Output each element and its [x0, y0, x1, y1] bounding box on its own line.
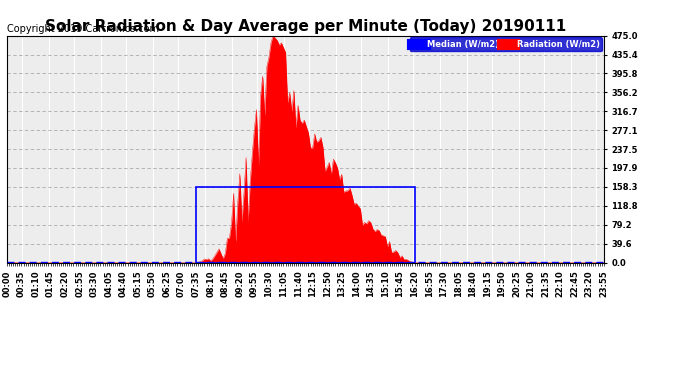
- Legend: Median (W/m2), Radiation (W/m2): Median (W/m2), Radiation (W/m2): [410, 37, 602, 51]
- Bar: [196, 187, 415, 262]
- Text: Copyright 2019 Cartronics.com: Copyright 2019 Cartronics.com: [7, 24, 159, 34]
- Title: Solar Radiation & Day Average per Minute (Today) 20190111: Solar Radiation & Day Average per Minute…: [45, 20, 566, 34]
